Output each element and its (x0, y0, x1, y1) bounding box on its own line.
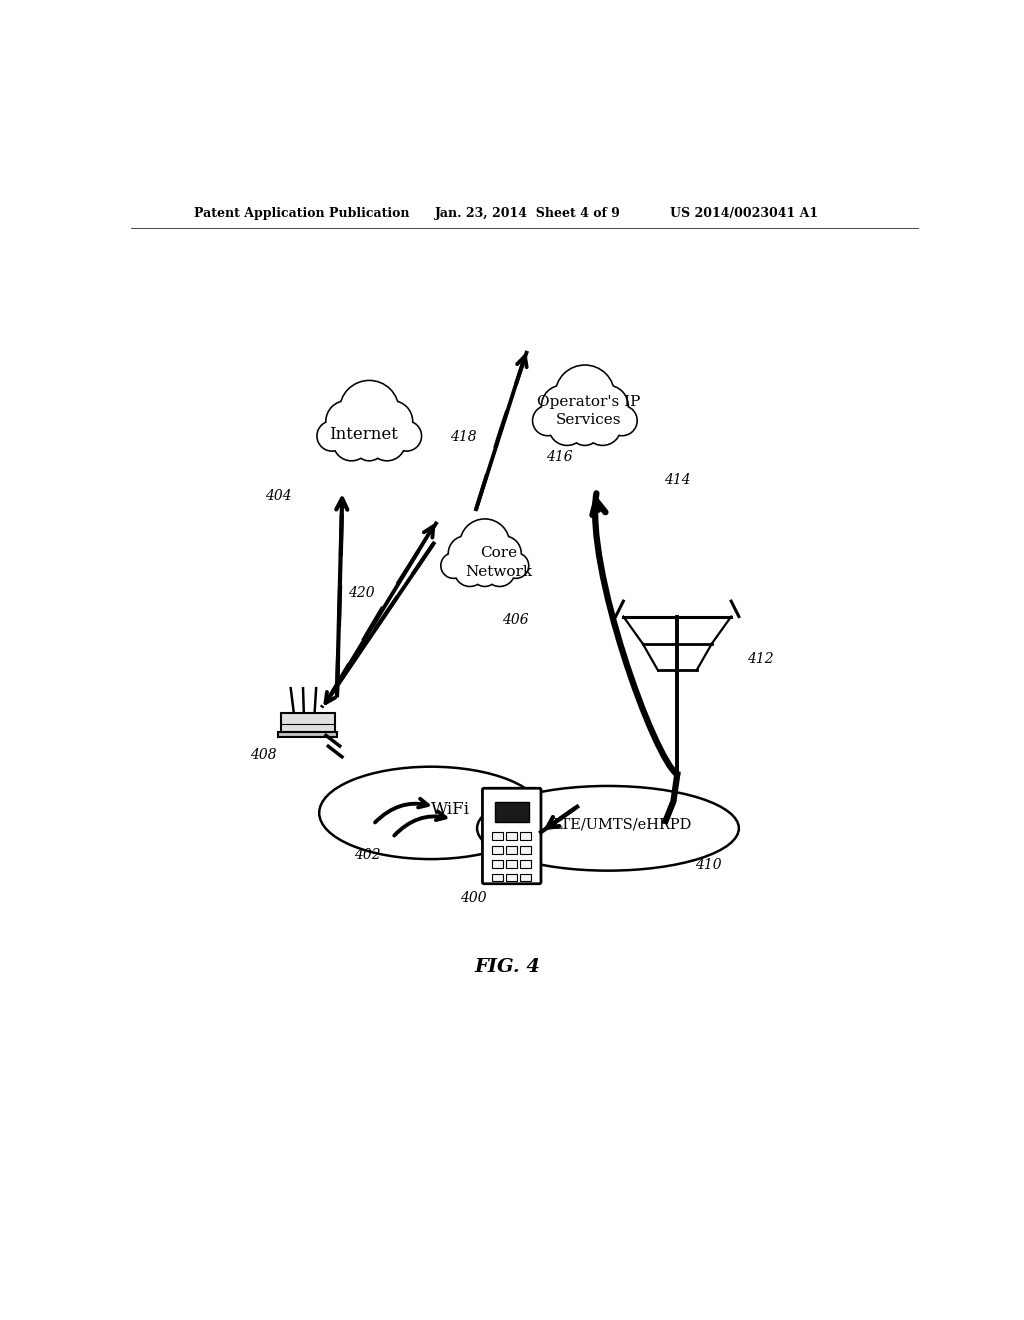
Circle shape (485, 557, 514, 585)
Text: 414: 414 (664, 474, 690, 487)
Circle shape (556, 366, 614, 424)
Circle shape (327, 401, 367, 442)
Circle shape (557, 367, 613, 422)
Polygon shape (493, 832, 503, 840)
Circle shape (371, 425, 403, 459)
Circle shape (484, 556, 515, 586)
Text: FIG. 4: FIG. 4 (475, 958, 541, 975)
Circle shape (571, 417, 598, 444)
Text: LTE/UMTS/eHRPD: LTE/UMTS/eHRPD (552, 817, 691, 832)
Circle shape (372, 401, 412, 442)
Circle shape (586, 411, 620, 444)
Circle shape (550, 411, 584, 444)
Text: 404: 404 (265, 488, 292, 503)
Circle shape (570, 416, 599, 445)
Circle shape (486, 536, 520, 570)
Text: 400: 400 (460, 891, 486, 904)
Text: 406: 406 (502, 614, 528, 627)
Circle shape (588, 385, 628, 426)
Text: 408: 408 (250, 748, 276, 762)
Circle shape (585, 409, 621, 445)
Polygon shape (493, 859, 503, 867)
Polygon shape (493, 846, 503, 854)
Text: Jan. 23, 2014  Sheet 4 of 9: Jan. 23, 2014 Sheet 4 of 9 (435, 207, 621, 220)
Ellipse shape (319, 767, 543, 859)
Circle shape (340, 381, 398, 440)
Text: 418: 418 (451, 430, 477, 444)
Circle shape (588, 387, 627, 425)
Circle shape (542, 385, 583, 426)
Circle shape (534, 407, 562, 436)
Ellipse shape (477, 785, 739, 871)
Circle shape (608, 407, 636, 434)
Polygon shape (493, 874, 503, 882)
Circle shape (461, 520, 508, 568)
Circle shape (335, 425, 369, 459)
Circle shape (543, 387, 582, 425)
Circle shape (455, 556, 484, 586)
Circle shape (472, 561, 497, 586)
FancyBboxPatch shape (482, 788, 541, 884)
Polygon shape (520, 874, 531, 882)
Circle shape (504, 553, 528, 578)
Circle shape (456, 557, 483, 585)
Polygon shape (520, 832, 531, 840)
Circle shape (607, 407, 637, 436)
Polygon shape (281, 713, 335, 733)
Circle shape (341, 381, 397, 438)
Circle shape (318, 422, 346, 450)
Text: Core
Network: Core Network (465, 546, 532, 579)
Circle shape (449, 536, 482, 570)
Circle shape (473, 562, 496, 585)
Circle shape (373, 403, 412, 441)
Circle shape (354, 432, 384, 461)
Text: Patent Application Publication: Patent Application Publication (194, 207, 410, 220)
Text: US 2014/0023041 A1: US 2014/0023041 A1 (670, 207, 818, 220)
Polygon shape (506, 846, 517, 854)
Text: Operator's IP
Services: Operator's IP Services (537, 395, 640, 428)
Circle shape (370, 425, 404, 461)
Circle shape (317, 421, 346, 450)
Circle shape (487, 537, 520, 569)
Circle shape (450, 537, 482, 569)
Circle shape (505, 554, 527, 577)
Polygon shape (506, 874, 517, 882)
Circle shape (334, 425, 370, 461)
Circle shape (461, 520, 509, 569)
Polygon shape (506, 832, 517, 840)
Circle shape (393, 422, 420, 450)
Polygon shape (506, 859, 517, 867)
Text: 420: 420 (348, 586, 375, 601)
Text: 402: 402 (354, 849, 381, 862)
Circle shape (535, 407, 561, 434)
Text: 412: 412 (746, 652, 773, 665)
Text: WiFi: WiFi (431, 800, 470, 817)
Circle shape (549, 409, 585, 445)
Polygon shape (520, 846, 531, 854)
Circle shape (441, 553, 466, 578)
Circle shape (392, 421, 421, 450)
Polygon shape (520, 859, 531, 867)
Polygon shape (495, 803, 528, 822)
Circle shape (328, 403, 366, 441)
Circle shape (442, 554, 465, 577)
Text: 410: 410 (694, 858, 721, 873)
Polygon shape (279, 733, 337, 738)
Circle shape (355, 432, 383, 459)
Text: Internet: Internet (329, 425, 397, 442)
Text: 416: 416 (547, 450, 573, 465)
